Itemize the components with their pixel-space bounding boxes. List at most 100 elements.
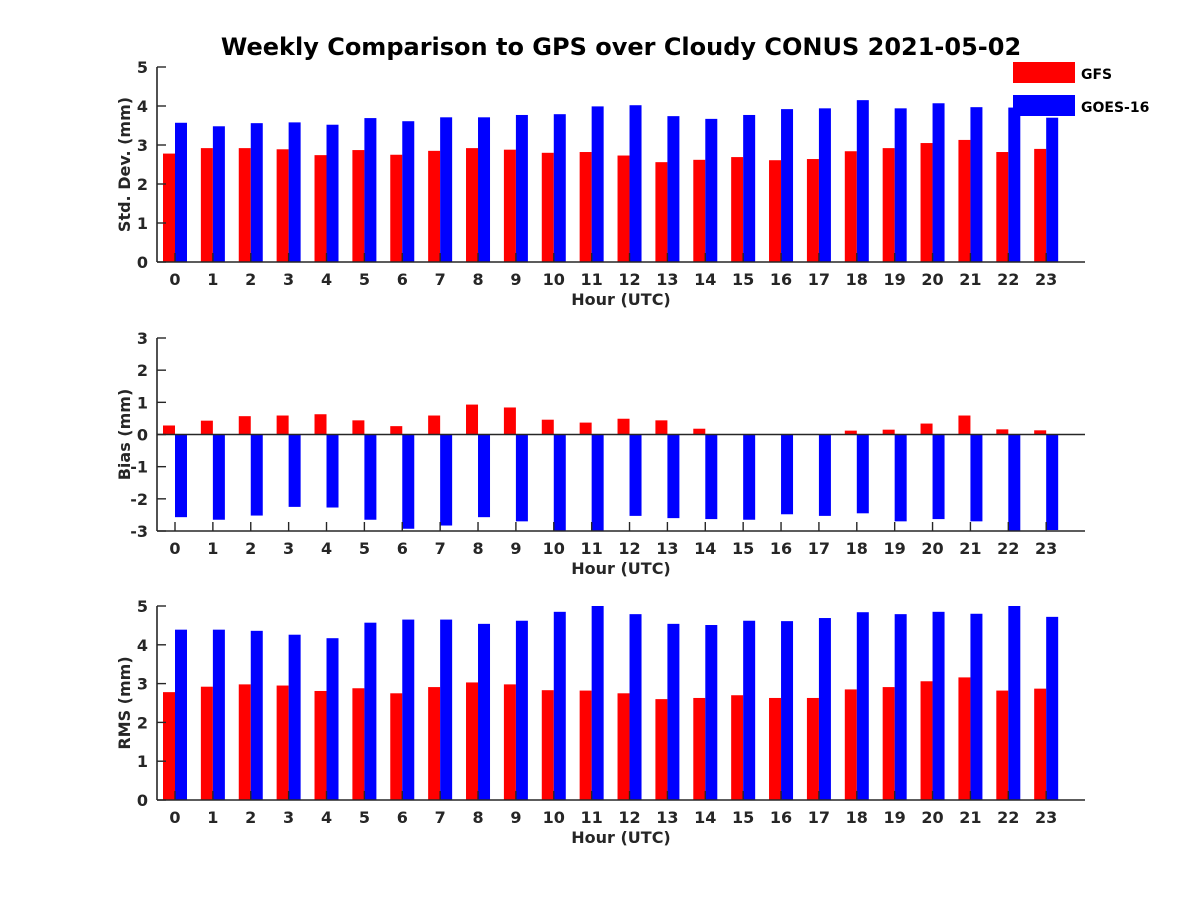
bar-bias-goes16-6 [402, 434, 415, 529]
bar-std-dev-goes16-4 [326, 124, 339, 262]
x-tick-label-std-dev-10: 10 [543, 270, 565, 289]
bar-rms-gfs-23 [1034, 688, 1047, 800]
bar-rms-gfs-10 [541, 690, 554, 800]
bar-rms-gfs-6 [390, 693, 403, 800]
x-tick-label-bias-9: 9 [510, 539, 521, 558]
bar-bias-gfs-14 [693, 428, 706, 435]
y-tick-label-std-dev-0: 0 [137, 253, 148, 272]
bar-std-dev-gfs-4 [314, 155, 327, 262]
y-tick-label-rms-3: 3 [137, 675, 148, 694]
bar-bias-goes16-23 [1046, 434, 1059, 531]
bar-rms-gfs-0 [163, 692, 175, 800]
bar-std-dev-gfs-8 [466, 148, 479, 262]
bar-std-dev-gfs-1 [200, 148, 213, 262]
bar-std-dev-gfs-14 [693, 159, 706, 262]
bar-bias-gfs-13 [655, 420, 668, 435]
x-tick-label-rms-9: 9 [510, 808, 521, 827]
y-tick-label-bias--2: -2 [130, 490, 148, 509]
x-tick-label-rms-15: 15 [732, 808, 754, 827]
bar-rms-goes16-18 [856, 612, 869, 800]
bar-rms-goes16-20 [932, 611, 945, 800]
bar-bias-gfs-20 [920, 423, 933, 435]
bar-rms-gfs-9 [503, 684, 516, 800]
legend-label-gfs: GFS [1081, 67, 1112, 83]
x-tick-label-std-dev-9: 9 [510, 270, 521, 289]
bar-rms-gfs-17 [806, 697, 819, 800]
x-tick-label-std-dev-7: 7 [435, 270, 446, 289]
y-axis-label-rms: RMS (mm) [115, 656, 134, 749]
bar-rms-goes16-3 [288, 634, 301, 800]
bar-bias-gfs-6 [390, 426, 403, 435]
bar-rms-gfs-2 [238, 684, 251, 800]
x-tick-label-bias-22: 22 [997, 539, 1019, 558]
bar-bias-goes16-3 [288, 434, 301, 507]
bar-rms-goes16-9 [515, 620, 528, 800]
x-tick-label-bias-21: 21 [959, 539, 981, 558]
bar-std-dev-gfs-11 [579, 152, 592, 262]
y-tick-label-rms-4: 4 [137, 636, 148, 655]
bar-std-dev-gfs-23 [1034, 148, 1047, 262]
bar-bias-goes16-17 [818, 434, 831, 516]
x-tick-label-std-dev-6: 6 [397, 270, 408, 289]
bar-bias-gfs-18 [844, 430, 857, 435]
bar-bias-gfs-8 [466, 404, 479, 435]
bar-std-dev-goes16-5 [364, 118, 377, 262]
bar-bias-gfs-10 [541, 419, 554, 435]
bar-rms-goes16-7 [440, 619, 453, 800]
bar-rms-goes16-19 [894, 614, 907, 800]
x-tick-label-rms-7: 7 [435, 808, 446, 827]
x-tick-label-std-dev-15: 15 [732, 270, 754, 289]
bar-std-dev-goes16-9 [515, 114, 528, 262]
bar-std-dev-goes16-14 [705, 118, 718, 263]
bar-std-dev-goes16-17 [818, 108, 831, 262]
bar-std-dev-gfs-21 [958, 139, 971, 262]
x-tick-label-rms-14: 14 [694, 808, 716, 827]
bar-std-dev-gfs-10 [541, 152, 554, 262]
bar-rms-gfs-11 [579, 690, 592, 800]
x-tick-label-rms-3: 3 [283, 808, 294, 827]
bar-bias-gfs-12 [617, 418, 630, 435]
bar-rms-goes16-8 [478, 623, 491, 800]
x-tick-label-rms-10: 10 [543, 808, 565, 827]
bar-bias-goes16-15 [743, 434, 756, 520]
x-tick-label-bias-17: 17 [808, 539, 830, 558]
y-tick-label-std-dev-4: 4 [137, 97, 148, 116]
y-tick-label-bias--1: -1 [130, 458, 148, 477]
bar-std-dev-goes16-16 [781, 109, 794, 263]
legend-label-goes16: GOES-16 [1081, 100, 1149, 116]
bar-bias-gfs-3 [276, 415, 289, 435]
y-tick-label-bias-1: 1 [137, 393, 148, 412]
bar-bias-goes16-11 [591, 434, 604, 531]
x-tick-label-rms-8: 8 [472, 808, 483, 827]
x-tick-label-rms-17: 17 [808, 808, 830, 827]
x-tick-label-bias-0: 0 [169, 539, 180, 558]
bar-bias-gfs-22 [996, 429, 1009, 435]
x-tick-label-std-dev-8: 8 [472, 270, 483, 289]
bar-rms-goes16-10 [553, 611, 566, 800]
bar-bias-goes16-8 [478, 434, 491, 518]
bar-rms-gfs-20 [920, 681, 933, 800]
bar-bias-gfs-11 [579, 422, 592, 435]
x-axis-label-std-dev: Hour (UTC) [571, 290, 671, 309]
bar-bias-goes16-0 [175, 434, 187, 518]
legend: GFS GOES-16 [1013, 62, 1149, 116]
bar-std-dev-goes16-18 [856, 100, 869, 263]
bar-std-dev-gfs-20 [920, 143, 933, 262]
x-tick-label-rms-0: 0 [169, 808, 180, 827]
legend-swatch-gfs [1013, 62, 1075, 83]
bar-std-dev-gfs-12 [617, 155, 630, 262]
bar-bias-goes16-22 [1008, 434, 1021, 531]
x-tick-label-bias-19: 19 [884, 539, 906, 558]
bar-std-dev-gfs-18 [844, 151, 857, 262]
x-tick-label-bias-16: 16 [770, 539, 792, 558]
bar-std-dev-gfs-22 [996, 152, 1009, 262]
y-axis-label-std-dev: Std. Dev. (mm) [115, 97, 134, 232]
bar-std-dev-goes16-12 [629, 105, 642, 262]
bar-bias-goes16-21 [970, 434, 983, 522]
bar-std-dev-goes16-2 [250, 123, 263, 262]
x-tick-label-rms-18: 18 [846, 808, 868, 827]
x-tick-label-rms-1: 1 [207, 808, 218, 827]
x-tick-label-rms-6: 6 [397, 808, 408, 827]
bar-bias-goes16-13 [667, 434, 680, 519]
